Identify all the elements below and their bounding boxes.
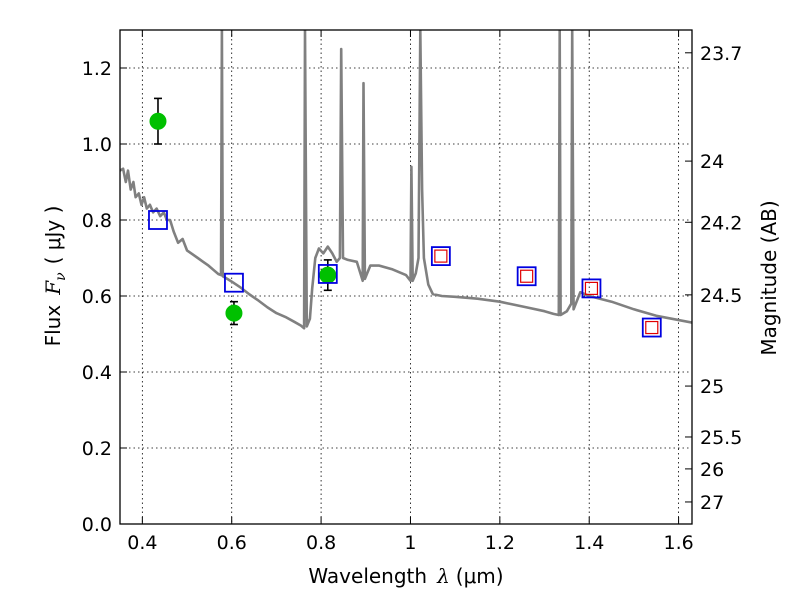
x-tick-label: 1.2	[485, 532, 515, 554]
x-axis-label-prefix: Wavelength	[308, 564, 427, 588]
mag-tick-label: 24.5	[700, 285, 742, 307]
y-axis-label-symbol: F	[41, 280, 65, 296]
model-band-small-square	[434, 249, 448, 263]
observed-flux-point	[225, 304, 243, 322]
mag-tick-label: 24.2	[700, 212, 742, 234]
model-band-small-square	[520, 269, 534, 283]
y-tick-label: 0.8	[82, 210, 112, 232]
model-band-small-square	[584, 281, 599, 295]
y-tick-label: 1.0	[82, 134, 112, 156]
mag-tick-label: 25.5	[700, 427, 742, 449]
model-band-square	[516, 266, 537, 287]
x-tick-label: 0.8	[306, 532, 336, 554]
observed-flux-point	[319, 266, 337, 284]
y-tick-label: 0.6	[82, 286, 112, 308]
x-tick-label: 1.6	[663, 532, 693, 554]
y-axis-label-unit: ( μJy )	[41, 206, 65, 265]
mag-tick-label: 23.7	[700, 43, 742, 65]
x-tick-label: 0.6	[217, 532, 247, 554]
y-tick-label: 0.2	[82, 438, 112, 460]
observed-flux-point	[149, 112, 167, 130]
model-spectrum-line	[120, 30, 692, 330]
mag-tick-label: 27	[700, 492, 724, 514]
y-tick-label: 0.4	[82, 362, 112, 384]
model-band-square	[641, 317, 662, 338]
plot-area	[120, 30, 692, 338]
y-tick-label: 0.0	[82, 514, 112, 536]
y-axis-label-subscript: ν	[53, 272, 69, 281]
x-axis-label-unit: (μm)	[456, 564, 504, 588]
x-axis-label-symbol: λ	[436, 564, 450, 588]
model-band-square	[224, 272, 244, 293]
y-axis-label-prefix: Flux	[41, 305, 65, 347]
mag-tick-label: 24	[700, 151, 724, 173]
model-band-square	[317, 264, 338, 284]
model-band-square	[581, 278, 602, 299]
model-band-small-square	[645, 320, 659, 335]
axis-ticks: 0.4 0.6 0.8 1 1.2 1.4 1.6 0.0 0.2 0.4 0.6 0.8 1.0 1.2…	[82, 30, 742, 554]
model-band-square	[148, 210, 168, 230]
mag-tick-label: 25	[700, 376, 724, 398]
right-axis-label: Magnitude (AB)	[757, 200, 781, 355]
model-band-square	[430, 246, 451, 267]
plot-frame	[119, 29, 693, 525]
y-tick-label: 1.2	[82, 58, 112, 80]
y-axis-label: Flux Fν ( μJy )	[41, 206, 69, 347]
x-tick-label: 1	[404, 532, 416, 554]
x-axis-label: Wavelength λ (μm)	[308, 564, 503, 588]
mag-tick-label: 26	[700, 459, 724, 481]
x-tick-label: 0.4	[127, 532, 157, 554]
x-tick-label: 1.4	[574, 532, 604, 554]
